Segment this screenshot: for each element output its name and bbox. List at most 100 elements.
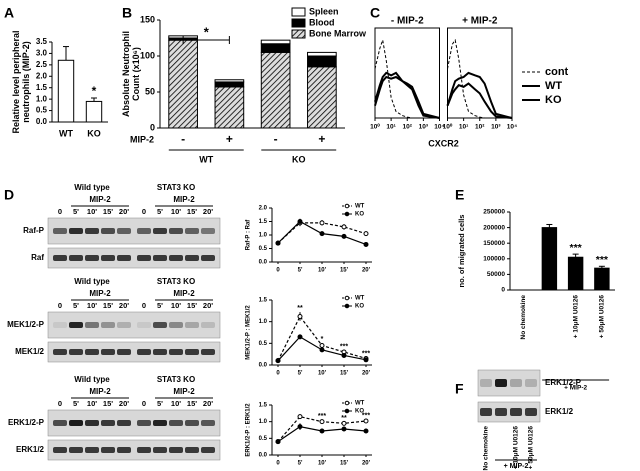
marker [341,233,347,239]
lane-label: 10' [171,301,181,310]
legend-swatch [291,18,306,28]
significance: *** [569,242,582,254]
bar-segment [307,66,337,129]
y-tick-label: 50 [145,86,155,96]
blot-band [185,322,199,328]
lane-label: 10' [171,399,181,408]
y-tick-label: 0.0 [36,117,48,126]
marker [297,313,303,319]
blot-band [69,349,83,355]
blot-group-label: Wild type [74,183,110,192]
y-tick-label: 1.5 [36,83,48,92]
panel-label: A [4,5,14,21]
blot-band [53,228,67,234]
blot-band [153,420,167,426]
bar-segment [214,86,245,129]
lane-label: 20' [119,207,129,216]
blot-band [101,322,115,328]
blot-band [85,255,99,261]
bar [541,227,558,291]
blot-treatment-label: MIP-2 [89,289,111,298]
blot-row-label: MEK1/2-P [7,320,45,329]
y-tick-label: 250000 [483,209,505,216]
lane-label: 0 [58,207,62,216]
y-tick-label: 0.0 [259,453,268,459]
marker [319,428,325,434]
bar-segment [214,81,245,88]
bar-segment [307,55,337,68]
plot-frame [447,27,513,119]
panel-label: C [370,5,380,21]
blot-treatment-label: MIP-2 [173,387,195,396]
y-axis-label: Relative level peripheral neutrophils (M… [11,30,31,133]
blot-band [69,228,83,234]
x-tick-label: WT [59,128,73,138]
significance: * [92,84,97,98]
blot-band [69,420,83,426]
x-tick-label: + 50μM U0126 [599,295,606,339]
blot-band [495,408,507,416]
y-tick-label: 1.0 [259,233,268,239]
blot-row-label: Raf-P [23,226,45,235]
y-tick-label: 1.0 [36,94,48,103]
y-axis-label: no. of migrated cells [457,215,466,288]
blot-band [101,447,115,453]
blot-band [510,379,522,387]
legend-label: WT [545,80,562,92]
legend-marker [344,295,350,301]
lane-label: 20' [119,301,129,310]
bar [57,59,75,123]
significance: *** [362,350,370,357]
panel-title: + MIP-2 [462,16,498,27]
plot-frame [374,27,440,119]
blot-band [137,349,151,355]
blot-background [477,369,541,397]
panel-label: E [455,187,464,203]
significance: *** [318,413,326,420]
blot-band [101,228,115,234]
y-axis-label: Absolute Neutrophil Count (x10⁶) [121,31,141,117]
blot-group-label: STAT3 KO [157,183,195,192]
blot-treatment-label: MIP-2 [173,289,195,298]
blot-band [201,322,215,328]
x-tick-label: 10¹ [459,124,468,131]
x-tick-label: 10⁰ [370,123,380,131]
x-tick-label: 0 [276,461,280,467]
blot-band [525,408,537,416]
y-tick-label: 200000 [483,224,505,231]
y-tick-label: 1.5 [259,298,268,304]
blot-band [169,255,183,261]
blot-band [85,420,99,426]
blot-band [137,228,151,234]
marker [363,418,369,424]
x-tick-label: 10' [318,371,327,377]
blot-band [85,349,99,355]
blot-band [153,322,167,328]
blot-band [185,420,199,426]
blot-band [169,322,183,328]
lane-label: 0 [58,301,62,310]
y-tick-label: 1.0 [259,319,268,325]
blot-group-label: Wild type [74,277,110,286]
blot-treatment-label: MIP-2 [89,195,111,204]
marker [319,220,325,226]
y-tick-label: 50000 [487,271,505,278]
y-tick-label: 2.0 [259,206,268,212]
blot-band [85,322,99,328]
x-tick-label: 5' [298,268,303,274]
group-label: KO [292,154,306,164]
x-tick-label: 20' [362,268,371,274]
blot-band [137,447,151,453]
x-tick-label: 10² [475,124,485,131]
blot-band [201,255,215,261]
blot-band [185,447,199,453]
y-tick-label: 150 [140,14,155,24]
legend-marker [344,400,350,406]
y-tick-label: 2.0 [36,71,48,80]
blot-band [185,255,199,261]
lane-label: 0 [142,301,146,310]
blot-background [47,247,221,269]
y-tick-label: 100 [140,50,155,60]
x-tick-label: 10' [318,268,327,274]
